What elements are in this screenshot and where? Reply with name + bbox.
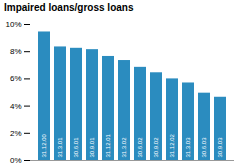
svg-text:2%: 2%: [10, 129, 22, 138]
svg-text:31.12.00: 31.12.00: [41, 133, 47, 157]
svg-text:30.9.01: 30.9.01: [89, 137, 95, 158]
svg-text:8%: 8%: [10, 47, 22, 56]
svg-text:0%: 0%: [10, 156, 22, 164]
svg-text:31.12.02: 31.12.02: [169, 133, 175, 157]
svg-text:30.9.02: 30.9.02: [153, 137, 159, 158]
svg-text:30.6.02: 30.6.02: [137, 137, 143, 158]
svg-text:30.6.01: 30.6.01: [73, 137, 79, 158]
svg-text:31.3.02: 31.3.02: [121, 137, 127, 158]
svg-text:4%: 4%: [10, 102, 22, 111]
svg-text:31.3.01: 31.3.01: [57, 137, 63, 158]
svg-text:30.9.03: 30.9.03: [217, 137, 223, 158]
svg-text:31.3.03: 31.3.03: [185, 137, 191, 158]
svg-text:6%: 6%: [10, 74, 22, 83]
html-text:Impaired loans/gross loans: Impaired loans/gross loans: [4, 2, 134, 13]
svg-text:10%: 10%: [5, 20, 21, 29]
svg-text:30.6.03: 30.6.03: [201, 137, 207, 158]
svg-text:31.12.01: 31.12.01: [105, 133, 111, 157]
